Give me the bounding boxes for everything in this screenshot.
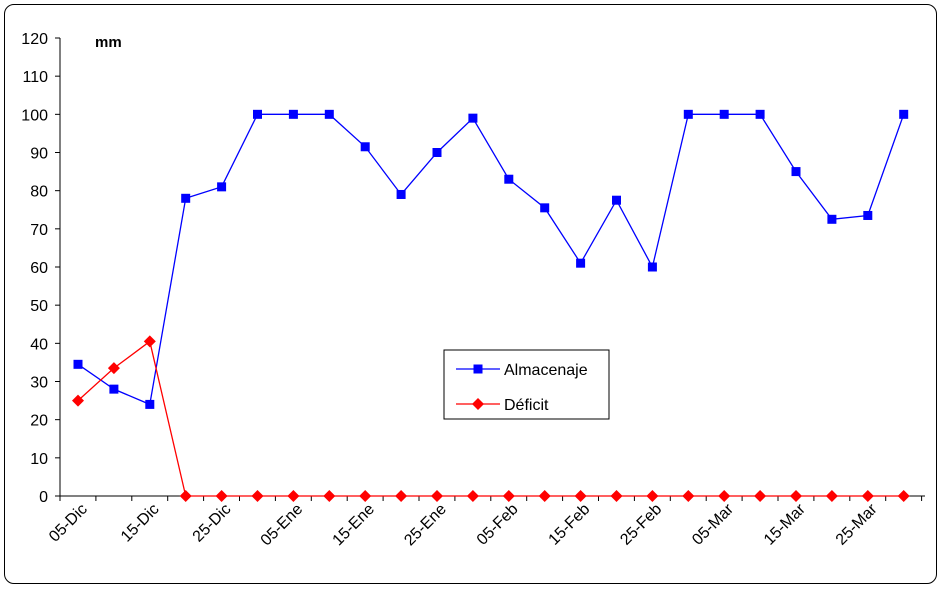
marker-diamond	[897, 490, 910, 502]
y-tick-label: 20	[30, 413, 48, 430]
marker-diamond	[179, 490, 192, 502]
x-tick-label: 05-Ene	[258, 501, 307, 550]
marker-diamond	[72, 394, 84, 407]
y-tick-label: 40	[30, 336, 48, 353]
y-tick-label: 10	[30, 451, 48, 468]
x-tick-label: 15-Mar	[761, 500, 809, 548]
marker-diamond	[574, 490, 587, 502]
marker-square	[253, 109, 262, 119]
marker-square	[719, 109, 729, 119]
marker-square	[468, 113, 478, 123]
marker-diamond	[143, 335, 156, 348]
x-tick-label: 25-Ene	[401, 501, 450, 550]
x-tick-label: 05-Feb	[474, 501, 522, 549]
marker-diamond	[251, 490, 264, 502]
marker-diamond	[466, 490, 479, 502]
y-tick-label: 30	[30, 375, 48, 392]
marker-square	[396, 189, 406, 199]
y-tick-label: 0	[39, 489, 48, 506]
marker-diamond	[610, 490, 623, 502]
legend-box	[443, 349, 610, 420]
series-almacenaje	[73, 109, 909, 409]
marker-square	[217, 182, 227, 192]
y-tick-label: 110	[22, 69, 48, 86]
marker-square	[683, 109, 693, 119]
x-tick-label: 15-Ene	[330, 501, 379, 550]
x-tick-label: 15-Feb	[546, 501, 594, 549]
marker-diamond	[472, 398, 484, 410]
series-line	[77, 113, 905, 406]
marker-square	[647, 262, 657, 272]
y-axis-ticks: 0 10 20 30 40 50 60 70 80 90 100 110 120	[21, 31, 60, 506]
x-tick-label: 05-Dic	[46, 501, 91, 546]
x-tick-label: 05-Mar	[689, 500, 737, 548]
marker-diamond	[431, 490, 443, 502]
y-tick-label: 100	[21, 107, 48, 124]
y-tick-label: 70	[30, 222, 48, 239]
x-tick-label: 25-Dic	[190, 501, 235, 546]
marker-diamond	[107, 362, 120, 375]
marker-square	[181, 193, 191, 203]
y-axis-unit-label: mm	[95, 34, 122, 51]
marker-square	[432, 148, 442, 157]
marker-square	[755, 109, 765, 119]
marker-square	[73, 359, 83, 369]
marker-square	[612, 195, 621, 205]
marker-diamond	[287, 490, 300, 502]
marker-square	[288, 109, 298, 119]
marker-diamond	[861, 490, 874, 502]
chart-frame	[4, 4, 937, 584]
x-tick-label: 25-Mar	[833, 500, 881, 548]
series-dficit	[72, 335, 910, 502]
marker-diamond	[718, 490, 731, 502]
marker-square	[791, 167, 801, 177]
y-tick-label: 120	[21, 31, 48, 48]
marker-square	[576, 258, 586, 268]
marker-diamond	[646, 490, 659, 502]
legend-label: Déficit	[504, 397, 549, 414]
chart-axes	[59, 38, 925, 497]
marker-diamond	[754, 490, 767, 502]
marker-diamond	[215, 490, 228, 502]
marker-square	[899, 109, 909, 119]
series-layer	[72, 109, 910, 502]
marker-square	[504, 174, 514, 184]
marker-diamond	[502, 490, 515, 502]
marker-diamond	[323, 490, 336, 502]
x-tick-label: 25-Feb	[617, 501, 665, 549]
marker-diamond	[395, 490, 408, 502]
x-axis-ticks: 05-Dic 15-Dic 25-Dic 05-Ene 15-Ene 25-Ene 05-F…	[46, 496, 923, 550]
y-tick-label: 80	[30, 184, 48, 201]
legend-label: Almacenaje	[504, 362, 588, 379]
marker-square	[145, 399, 155, 409]
marker-square	[360, 142, 370, 152]
y-tick-label: 60	[30, 260, 48, 277]
marker-square	[540, 203, 550, 213]
marker-square	[109, 384, 119, 394]
marker-diamond	[359, 490, 372, 502]
marker-square	[863, 210, 873, 220]
marker-diamond	[682, 490, 695, 502]
marker-diamond	[538, 490, 551, 502]
marker-diamond	[790, 490, 802, 502]
marker-diamond	[825, 490, 838, 502]
y-tick-label: 90	[30, 146, 48, 163]
marker-square	[827, 214, 837, 224]
marker-square	[324, 109, 334, 119]
chart-legend: Almacenaje Déficit	[443, 349, 610, 420]
y-tick-label: 50	[30, 298, 48, 315]
marker-square	[473, 364, 483, 374]
x-tick-label: 15-Dic	[118, 501, 163, 546]
